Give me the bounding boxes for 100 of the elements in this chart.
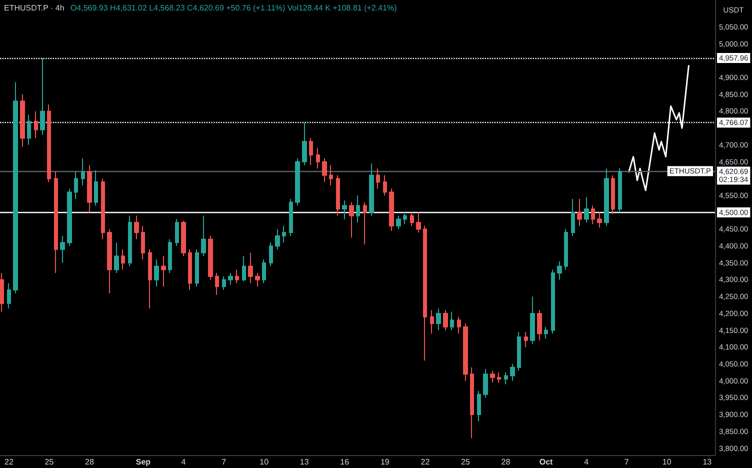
- candlestick: [60, 235, 65, 264]
- candlestick: [94, 170, 98, 206]
- candlestick: [443, 310, 448, 331]
- candlestick: [470, 366, 474, 439]
- candlestick: [618, 168, 622, 213]
- candlestick: [74, 171, 78, 200]
- x-tick-label: 10: [662, 458, 672, 466]
- candlestick: [416, 212, 421, 234]
- candlestick: [248, 252, 253, 284]
- candlestick: [128, 215, 132, 267]
- x-tick-label: 7: [624, 458, 630, 466]
- candlestick: [389, 188, 394, 232]
- candlestick: [54, 171, 58, 274]
- candlestick: [0, 272, 4, 312]
- chart-subtitle: O4,569.93 H4,631.02 L4,568.23 C4,620.69 +50.76 (+1.11%) Vol128.44 K +108.81 (+2.41%): [70, 4, 398, 12]
- candlestick: [34, 110, 38, 139]
- x-tick-label: 19: [380, 458, 390, 466]
- candlestick: [591, 205, 595, 225]
- candlestick: [342, 200, 347, 220]
- candlestick: [87, 164, 92, 213]
- candlestick: [242, 256, 246, 282]
- x-tick-label: 13: [702, 458, 712, 466]
- candlestick: [215, 272, 219, 296]
- candlestick: [7, 282, 11, 309]
- x-tick-label: 7: [222, 458, 227, 466]
- candlestick: [47, 104, 51, 182]
- x-tick-label: 10: [260, 458, 270, 466]
- candlestick: [510, 364, 515, 382]
- candlestick: [544, 326, 548, 340]
- candlestick: [40, 57, 45, 136]
- candlestick: [20, 94, 25, 148]
- candlestick: [524, 331, 528, 348]
- candlestick: [597, 212, 602, 228]
- candlestick: [154, 259, 159, 287]
- candlestick: [295, 158, 300, 206]
- candlestick: [201, 215, 206, 257]
- candlestick: [349, 202, 354, 238]
- candlestick: [577, 198, 582, 226]
- candlestick: [584, 196, 589, 223]
- candlestick: [423, 225, 427, 362]
- candlestick: [430, 310, 434, 334]
- candlestick: [13, 82, 18, 294]
- candlestick: [148, 248, 152, 309]
- x-tick-label: 4: [181, 458, 186, 466]
- x-tick-label: Sep: [136, 458, 151, 466]
- x-tick-label: 22: [4, 458, 14, 466]
- candlestick: [322, 158, 327, 182]
- candlestick: [410, 212, 414, 226]
- x-tick-label: 28: [85, 458, 95, 466]
- candlestick: [289, 198, 293, 236]
- candlestick: [134, 215, 139, 240]
- candlestick: [564, 228, 568, 270]
- candlestick: [228, 272, 233, 286]
- candlestick: [450, 311, 454, 331]
- candlestick: [255, 272, 260, 287]
- candlestick: [27, 114, 31, 146]
- candlestick: [571, 198, 575, 236]
- candlestick: [114, 242, 119, 274]
- candlestick: [463, 323, 468, 382]
- candlestick: [188, 248, 192, 290]
- candlestick: [551, 269, 555, 334]
- candlestick: [557, 260, 562, 280]
- x-tick-label: Oct: [539, 458, 554, 466]
- candlestick: [195, 248, 199, 287]
- candlestick: [161, 256, 166, 287]
- x-tick-label: 25: [461, 458, 470, 466]
- x-tick-label: 13: [300, 458, 310, 466]
- x-tick-label: 4: [584, 458, 590, 466]
- candlestick: [403, 212, 407, 225]
- candlestick: [376, 168, 380, 190]
- candlestick: [208, 235, 213, 280]
- candlestick: [121, 248, 125, 270]
- candlestick: [67, 188, 72, 247]
- candlestick: [530, 296, 535, 344]
- candlestick: [336, 174, 340, 216]
- x-tick-label: 28: [501, 458, 511, 466]
- candlestick: [222, 276, 226, 290]
- chart-title: ETHUSDT.P · 4h: [4, 4, 64, 12]
- candlestick: [517, 331, 521, 372]
- candlestick: [483, 368, 488, 398]
- candlestick: [107, 228, 112, 294]
- x-tick-label: 16: [340, 458, 350, 466]
- candlestick: [383, 174, 387, 196]
- candlestick: [477, 390, 481, 422]
- candlestick: [316, 148, 320, 170]
- candlestick: [262, 259, 266, 284]
- candlestick: [175, 218, 179, 247]
- candlestick: [275, 228, 280, 250]
- candlestick: [309, 138, 313, 166]
- candlestick: [436, 308, 441, 331]
- candlestick: [302, 122, 307, 166]
- candlestick: [490, 370, 495, 384]
- candlestick: [141, 225, 145, 260]
- candlestick: [604, 168, 609, 226]
- candlestick: [356, 194, 360, 223]
- candlestick: [537, 310, 542, 341]
- candlestick: [457, 316, 461, 334]
- candlestick: [504, 372, 508, 385]
- candlestick: [497, 372, 501, 384]
- candlestick: [611, 174, 615, 215]
